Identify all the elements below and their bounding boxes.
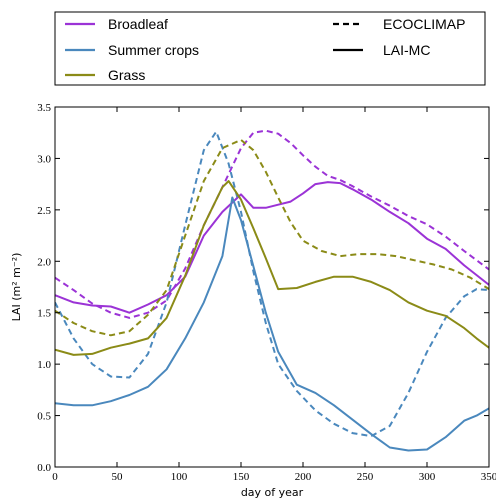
y-tick-label: 3.0	[37, 153, 51, 165]
series-line-summer-crops-lai-mc	[55, 196, 489, 452]
x-tick-label: 200	[295, 471, 312, 483]
series-layer	[55, 129, 489, 452]
y-tick-label: 3.5	[37, 102, 51, 114]
series-line-grass-lai-mc	[55, 180, 489, 356]
x-tick-label: 250	[357, 471, 374, 483]
x-tick-label: 150	[233, 471, 250, 483]
legend-label-ecoclimap: ECOCLIMAP	[383, 16, 465, 32]
y-tick-label: 2.5	[37, 205, 51, 217]
x-tick-label: 100	[171, 471, 188, 483]
legend-label-grass: Grass	[108, 67, 145, 83]
y-tick-label: 1.0	[37, 359, 51, 371]
x-tick-label: 350	[481, 471, 496, 483]
y-tick-label: 2.0	[37, 256, 51, 268]
y-tick-label: 1.5	[37, 308, 51, 320]
series-line-broadleaf-ecoclimap	[55, 129, 489, 319]
series-line-summer-crops-ecoclimap	[55, 130, 489, 438]
x-axis-label: day of year	[241, 486, 304, 499]
plot-frame	[54, 106, 490, 468]
x-tick-label: 50	[112, 471, 124, 483]
y-axis-label: LAI (m² m⁻²)	[10, 253, 23, 322]
legend-label-broadleaf: Broadleaf	[108, 16, 168, 32]
series-line-broadleaf-lai-mc	[55, 181, 489, 314]
series-line-grass-ecoclimap	[55, 138, 489, 337]
y-tick-label: 0.0	[37, 462, 51, 474]
legend: Broadleaf Summer crops Grass ECOCLIMAP L…	[54, 11, 486, 86]
legend-frame	[54, 11, 486, 86]
x-tick-label: 0	[52, 471, 58, 483]
ticks-layer: 0 50 100 150 200 250 300 350 0.0 0.5 1.0 1.5 2.0 2.5 3…	[37, 102, 496, 483]
y-tick-label: 0.5	[37, 411, 51, 423]
legend-label-lai-mc: LAI-MC	[383, 42, 430, 58]
legend-label-summer-crops: Summer crops	[108, 42, 199, 58]
x-tick-label: 300	[419, 471, 436, 483]
